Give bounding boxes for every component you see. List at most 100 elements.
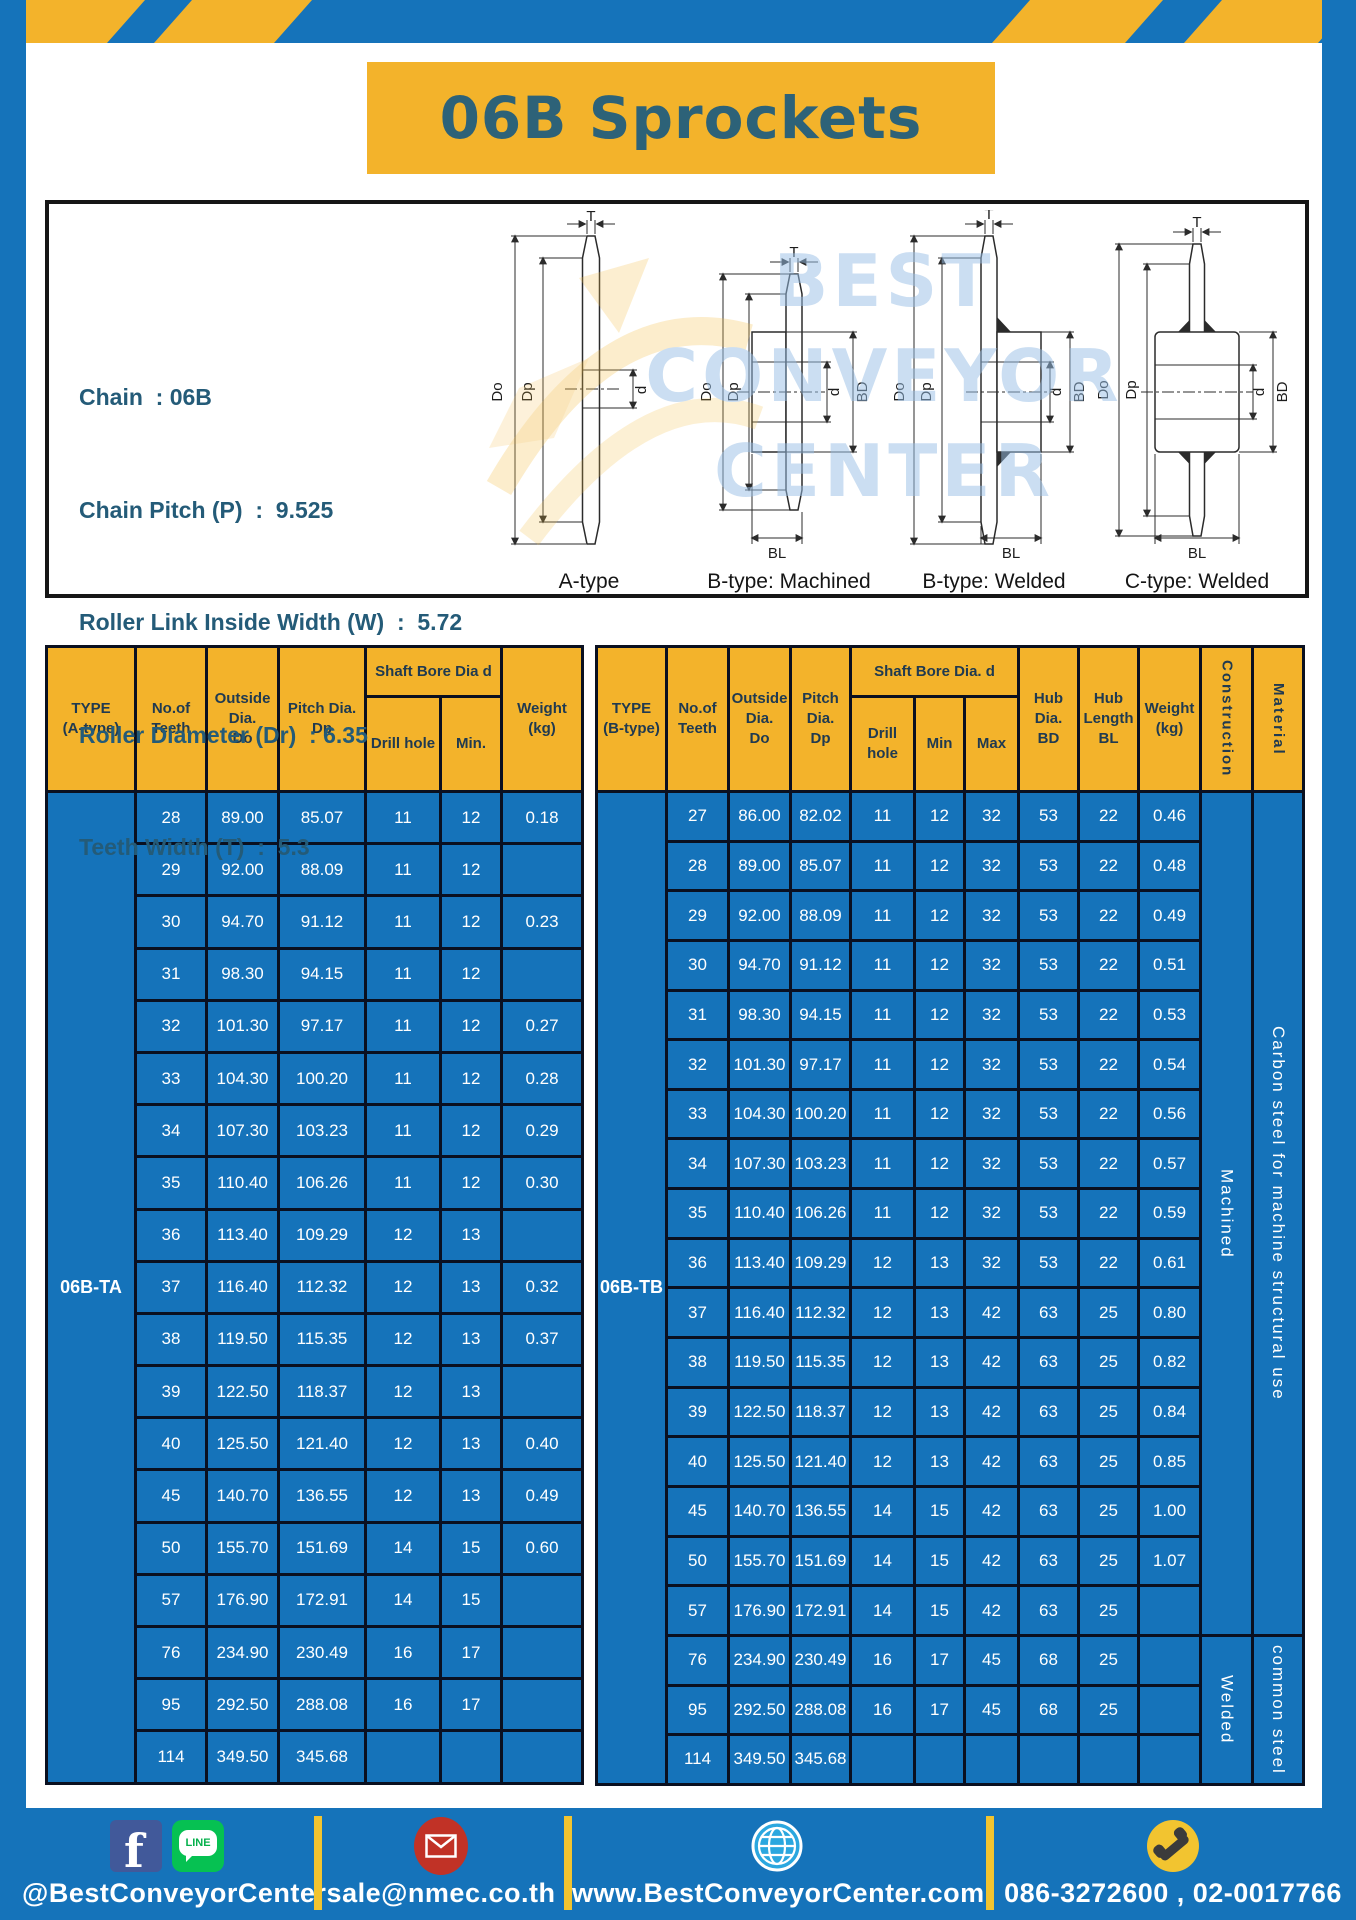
table-cell: 53 xyxy=(1017,839,1081,893)
table-cell: 13 xyxy=(913,1336,966,1389)
diagram-caption: B-type: Welded xyxy=(922,570,1066,593)
table-cell: 34 xyxy=(134,1103,208,1159)
table-cell: 13 xyxy=(913,1236,966,1290)
footer-phone-section: 086-3272600 , 02-0017766 xyxy=(995,1818,1351,1909)
email-address: sale@nmec.co.th xyxy=(326,1878,556,1908)
table-cell: 42 xyxy=(962,1385,1021,1439)
table-cell: 88.09 xyxy=(277,842,367,898)
table-cell: 32 xyxy=(962,889,1021,942)
diagram-caption: A-type xyxy=(558,570,620,593)
table-cell: 35 xyxy=(665,1187,730,1240)
table-cell: 345.68 xyxy=(789,1733,852,1786)
table-cell: 12 xyxy=(439,789,503,846)
table-row: 28 89.00 85.07 11 12 32 53 22 0.48 xyxy=(597,839,1304,893)
table-row: 95 292.50 288.08 16 17 45 68 25 xyxy=(597,1683,1304,1737)
header-min: Min xyxy=(913,695,966,793)
table-cell: 101.30 xyxy=(205,998,280,1054)
table-cell: 11 xyxy=(849,1137,916,1191)
dim-label-bl: BL xyxy=(1002,545,1020,562)
header-teeth: No.of Teeth xyxy=(134,645,208,793)
table-row: 57 176.90 172.91 14 15 42 63 25 xyxy=(597,1584,1304,1637)
table-cell: 11 xyxy=(849,889,916,942)
table-cell: 100.20 xyxy=(277,1050,367,1107)
table-cell: 110.40 xyxy=(727,1187,792,1240)
table-cell: 13 xyxy=(913,1385,966,1439)
table-cell: 12 xyxy=(913,938,966,992)
table-cell: 53 xyxy=(1017,1137,1081,1191)
table-cell: 34 xyxy=(665,1137,730,1191)
table-cell: 12 xyxy=(439,1103,503,1159)
table-row: 45 140.70 136.55 14 15 42 63 25 1.00 xyxy=(597,1484,1304,1538)
table-cell: 114 xyxy=(665,1733,730,1786)
table-cell: 12 xyxy=(913,889,966,942)
header-drill-hole: Drill hole xyxy=(849,695,916,793)
table-cell: 0.49 xyxy=(1137,889,1203,942)
table-cell: 12 xyxy=(849,1236,916,1290)
table-cell: 91.12 xyxy=(789,938,852,992)
table-cell: 12 xyxy=(849,1336,916,1389)
table-cell: 38 xyxy=(665,1336,730,1389)
material-cell: Carbon steel for machine structural use xyxy=(1251,790,1306,1637)
table-cell: 11 xyxy=(849,1038,916,1091)
table-cell: 0.61 xyxy=(1137,1236,1203,1290)
table-cell: 53 xyxy=(1017,1236,1081,1290)
diagram-caption: B-type: Machined xyxy=(707,570,871,593)
table-cell xyxy=(500,1677,584,1733)
table-cell: 12 xyxy=(364,1364,442,1420)
table-cell: 94.70 xyxy=(205,894,280,950)
title-banner: 06B Sprockets xyxy=(367,62,995,174)
construction-cell: Welded xyxy=(1199,1633,1255,1786)
table-cell: 11 xyxy=(364,789,442,846)
table-cell: 14 xyxy=(849,1534,916,1588)
table-cell: 53 xyxy=(1017,889,1081,942)
table-cell: 12 xyxy=(364,1207,442,1263)
diagram-a-type: T Do Dp d A-type xyxy=(489,210,689,593)
table-cell: 292.50 xyxy=(205,1677,280,1733)
table-cell: 76 xyxy=(134,1624,208,1681)
table-cell: 104.30 xyxy=(727,1087,792,1141)
table-cell: 0.57 xyxy=(1137,1137,1203,1191)
table-cell: 11 xyxy=(364,1155,442,1211)
header-material: Material xyxy=(1251,645,1306,793)
table-cell: 11 xyxy=(364,998,442,1054)
table-row: 76 234.90 230.49 16 17 45 68 25 Welded common ste… xyxy=(597,1633,1306,1786)
table-row: 31 98.30 94.15 11 12 xyxy=(47,946,584,1002)
table-cell: 119.50 xyxy=(205,1311,280,1368)
table-cell: 234.90 xyxy=(727,1633,792,1687)
table-cell: 15 xyxy=(913,1584,966,1637)
table-cell: 85.07 xyxy=(277,789,367,846)
table-cell: 140.70 xyxy=(727,1484,792,1538)
table-cell: 12 xyxy=(439,946,503,1002)
table-cell: 11 xyxy=(849,938,916,992)
table-cell: 82.02 xyxy=(789,790,852,843)
table-cell: 12 xyxy=(913,1087,966,1141)
table-cell: 35 xyxy=(134,1155,208,1211)
table-cell: 0.46 xyxy=(1137,790,1203,843)
table-cell: 0.30 xyxy=(500,1155,584,1211)
table-row: 35 110.40 106.26 11 12 32 53 22 0.59 xyxy=(597,1187,1304,1240)
chain-specs: Chain : 06B Chain Pitch (P) : 9.525 Roll… xyxy=(79,304,462,942)
table-row: 50 155.70 151.69 14 15 42 63 25 1.07 xyxy=(597,1534,1304,1588)
table-cell: 0.84 xyxy=(1137,1385,1203,1439)
table-cell: 31 xyxy=(665,988,730,1042)
table-cell: 25 xyxy=(1077,1336,1141,1389)
table-cell: 119.50 xyxy=(727,1336,792,1389)
dim-label-dp: Dp xyxy=(725,382,742,401)
table-cell: 11 xyxy=(364,1103,442,1159)
table-cell: 15 xyxy=(913,1534,966,1588)
table-cell: 16 xyxy=(364,1624,442,1681)
table-cell: 0.54 xyxy=(1137,1038,1203,1091)
dim-label-t: T xyxy=(586,210,595,225)
table-cell: 29 xyxy=(134,842,208,898)
line-icon: LINE xyxy=(172,1820,224,1872)
table-cell: 22 xyxy=(1077,839,1141,893)
dim-label-bd: BD xyxy=(1274,381,1291,402)
table-cell: 50 xyxy=(134,1520,208,1576)
table-cell: 32 xyxy=(134,998,208,1054)
table-cell: 107.30 xyxy=(205,1103,280,1159)
table-cell: 22 xyxy=(1077,1038,1141,1091)
table-cell: 0.85 xyxy=(1137,1435,1203,1488)
table-cell xyxy=(1137,1683,1203,1737)
table-row: 34 107.30 103.23 11 12 32 53 22 0.57 xyxy=(597,1137,1304,1191)
table-cell: 50 xyxy=(665,1534,730,1588)
